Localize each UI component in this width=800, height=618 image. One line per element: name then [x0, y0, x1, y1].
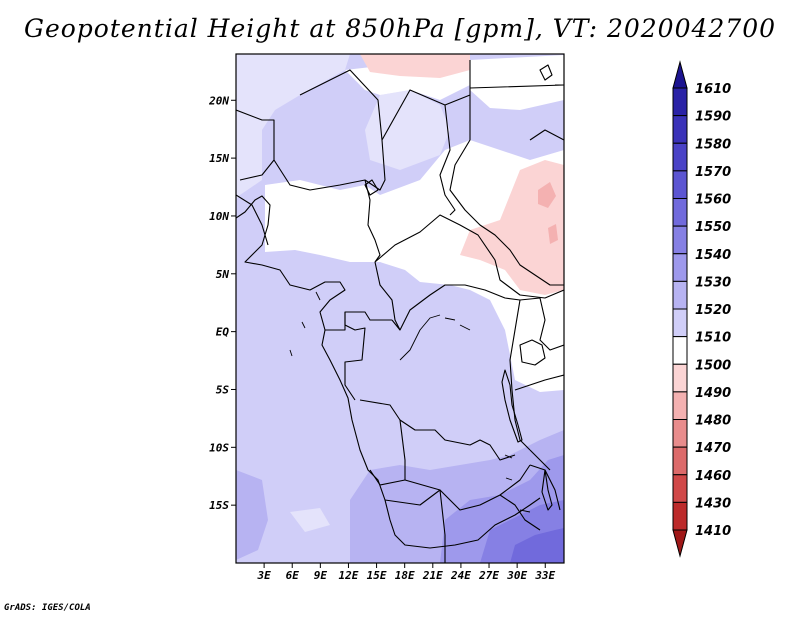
colorbar-segment [672, 501, 688, 531]
lon-tick-label: 18E [395, 569, 415, 582]
colorbar-segment [672, 308, 688, 338]
lat-tick-label: 5S [216, 383, 230, 396]
border-gabon [325, 311, 392, 331]
border-sahel-west [236, 194, 269, 246]
field-1570-south [510, 528, 564, 563]
lon-tick-label: 15E [367, 569, 387, 582]
colorbar-segment [672, 253, 688, 282]
lon-tick-label: 12E [339, 569, 359, 582]
colorbar-label: 1410 [695, 524, 731, 539]
longitude-axis: 3E 6E 9E 12E 15E 18E 21E 24E 27E 30E 33E [256, 563, 556, 582]
lat-tick-label: 10N [209, 210, 229, 223]
colorbar-segment [672, 336, 688, 365]
colorbar-label: 1460 [695, 469, 731, 484]
colorbar-label: 1580 [695, 137, 731, 152]
lat-tick-label: 10S [209, 441, 229, 454]
river-congo [399, 314, 471, 361]
border-uganda-kenya [519, 297, 564, 351]
field-1490-east-2 [548, 224, 558, 244]
colorbar-segment [672, 225, 688, 255]
colorbar-segment [672, 142, 688, 172]
field-1500-north [360, 54, 470, 78]
colorbar-label: 1490 [695, 386, 731, 401]
border-drc-east [509, 299, 531, 451]
colorbar-label: 1470 [695, 441, 731, 456]
map-frame [235, 53, 565, 564]
border-nigeria [364, 179, 381, 263]
colorbar-segment [672, 391, 688, 420]
colorbar-label: 1530 [695, 275, 731, 290]
lat-tick-label: EQ [216, 326, 230, 339]
colorbar-label: 1590 [695, 110, 731, 125]
lon-tick-label: 6E [286, 569, 300, 582]
border-congo [344, 312, 366, 401]
lon-tick-label: 33E [534, 569, 555, 582]
latitude-axis: 20N 15N 10N 5N EQ 5S 10S 15S [208, 94, 236, 512]
border-drc-north [391, 284, 521, 331]
border-chad-sudan [439, 104, 456, 216]
colorbar-segment [672, 280, 688, 310]
border-east-horn [469, 84, 564, 141]
field-1520-north [236, 54, 350, 200]
field-1540-southwest [236, 470, 268, 560]
colorbar-segment [672, 419, 688, 448]
height-field-shading [236, 54, 564, 563]
colorbar-label: 1570 [695, 165, 731, 180]
lat-tick-label: 15S [209, 499, 229, 512]
field-1510-central [265, 140, 564, 392]
lat-tick-label: 20N [208, 94, 229, 107]
egypt-region-border [539, 64, 564, 86]
colorbar-label: 1610 [695, 82, 731, 97]
colorbar-label: 1480 [695, 414, 731, 429]
border-car [374, 214, 564, 299]
field-1510-northeast [470, 55, 564, 110]
colorbar-label: 1550 [695, 220, 731, 235]
lake-malawi [541, 469, 553, 511]
colorbar-label: 1540 [695, 248, 731, 263]
field-1520-patch-southwest [290, 508, 330, 532]
border-sudan-south [449, 95, 564, 286]
colorbar-segment [672, 87, 688, 117]
colorbar: 1610 1590 1580 1570 1560 1550 1540 1530 1520 1510… [672, 60, 731, 558]
colorbar-label: 1520 [695, 303, 731, 318]
colorbar-top-triangle [672, 60, 688, 89]
lake-tanganyika [501, 369, 523, 443]
border-namibia [384, 489, 446, 563]
coastline-west-africa [236, 195, 541, 549]
colorbar-segment [672, 115, 688, 144]
colorbar-label: 1500 [695, 358, 731, 373]
lon-tick-label: 9E [314, 569, 328, 582]
colorbar-segment [672, 446, 688, 476]
border-drc-south [359, 399, 516, 461]
lake-victoria [519, 339, 546, 366]
colorbar-label: 1430 [695, 496, 731, 511]
field-1490-east [538, 182, 556, 208]
colorbar-segment [672, 474, 688, 503]
colorbar-segment [672, 198, 688, 227]
colorbar-segment [672, 170, 688, 199]
colorbar-label: 1510 [695, 331, 731, 346]
border-sahara-north [236, 109, 275, 181]
chart-title: Geopotential Height at 850hPa [gpm], VT:… [23, 14, 777, 43]
lat-tick-label: 15N [209, 152, 229, 165]
border-cameroon [374, 261, 401, 331]
lake-chad [364, 179, 379, 196]
colorbar-segment [672, 363, 688, 393]
lon-tick-label: 3E [256, 569, 271, 582]
lon-tick-label: 21E [422, 569, 443, 582]
lon-tick-label: 24E [450, 569, 471, 582]
border-mali-niger [273, 69, 386, 191]
lat-tick-label: 5N [216, 268, 230, 281]
lon-tick-label: 27E [478, 569, 499, 582]
colorbar-label: 1560 [695, 193, 731, 208]
border-tanzania [514, 374, 564, 471]
lon-tick-label: 30E [506, 569, 527, 582]
country-borders [236, 60, 564, 563]
field-1520-north-2 [365, 90, 450, 170]
lake-patches [289, 291, 531, 513]
colorbar-bottom-triangle [672, 529, 688, 558]
grads-credit: GrADS: IGES/COLA [4, 603, 91, 613]
border-mozambique [499, 464, 561, 531]
